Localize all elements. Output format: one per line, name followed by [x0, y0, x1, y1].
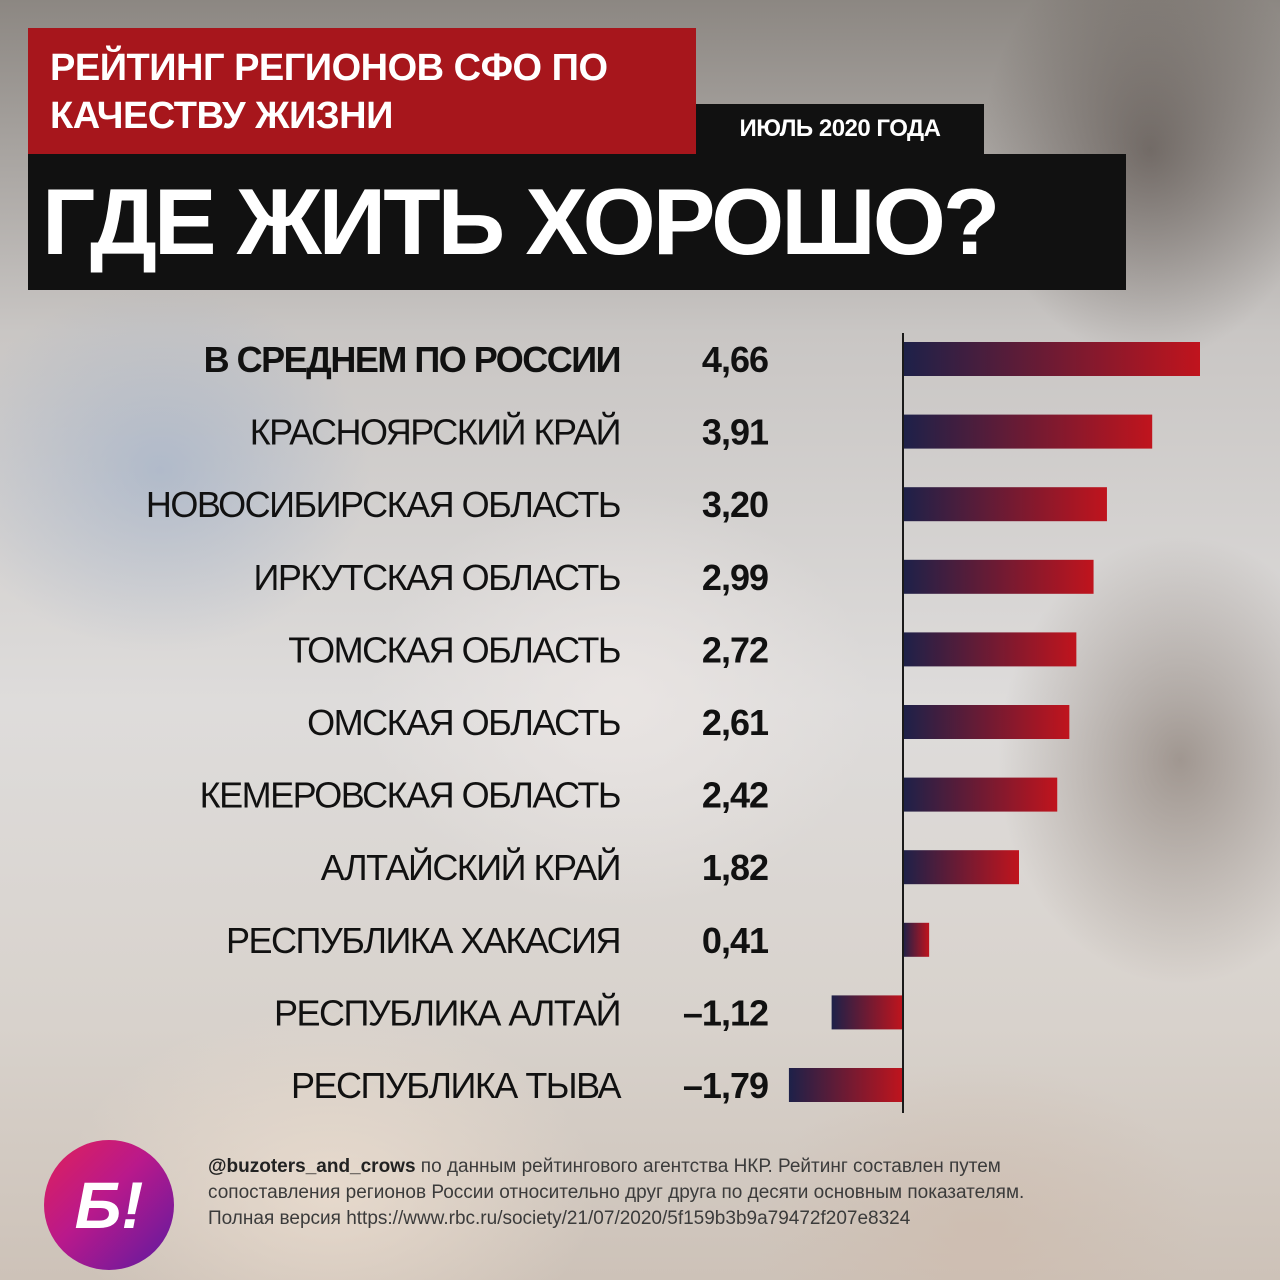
category-label: КЕМЕРОВСКАЯ ОБЛАСТЬ — [200, 775, 620, 816]
bar — [903, 705, 1070, 739]
value-label: 3,91 — [702, 412, 769, 453]
category-label: КРАСНОЯРСКИЙ КРАЙ — [250, 411, 620, 453]
bar — [903, 922, 930, 957]
value-label: –1,79 — [683, 1065, 768, 1106]
category-label: РЕСПУБЛИКА ХАКАСИЯ — [226, 920, 620, 961]
source-handle[interactable]: @buzoters_and_crows — [208, 1156, 416, 1177]
source-text-1: по данным рейтингового агентства НКР. Ре… — [415, 1156, 1001, 1177]
title-line-2: КАЧЕСТВУ ЖИЗНИ — [50, 95, 393, 137]
value-label: 3,20 — [702, 484, 768, 525]
category-label: РЕСПУБЛИКА ТЫВА — [291, 1065, 622, 1106]
category-label: РЕСПУБЛИКА АЛТАЙ — [274, 991, 620, 1033]
bar — [903, 777, 1058, 812]
category-label: НОВОСИБИРСКАЯ ОБЛАСТЬ — [146, 484, 620, 525]
bar — [903, 559, 1094, 594]
bar — [903, 632, 1077, 667]
category-label: В СРЕДНЕМ ПО РОССИИ — [204, 339, 620, 380]
bar — [903, 414, 1153, 449]
category-label: АЛТАЙСКИЙ КРАЙ — [321, 846, 620, 888]
category-label: ТОМСКАЯ ОБЛАСТЬ — [288, 629, 620, 670]
headline: ГДЕ ЖИТЬ ХОРОШО? — [28, 154, 1126, 290]
value-label: 2,99 — [702, 557, 768, 598]
source-text-2: сопоставления регионов России относитель… — [208, 1182, 1025, 1203]
value-label: 2,61 — [702, 702, 769, 743]
chart-title: РЕЙТИНГ РЕГИОНОВ СФО ПО КАЧЕСТВУ ЖИЗНИ — [28, 28, 696, 154]
source-note: @buzoters_and_crows по данным рейтингово… — [208, 1154, 1248, 1232]
brand-logo: Б! — [44, 1140, 174, 1270]
bar — [903, 850, 1019, 885]
value-label: 1,82 — [702, 847, 768, 888]
bar — [788, 1068, 903, 1102]
value-label: 2,72 — [702, 629, 768, 670]
value-label: 0,41 — [702, 920, 769, 961]
source-link[interactable]: Полная версия https://www.rbc.ru/society… — [208, 1208, 911, 1229]
value-label: 4,66 — [702, 339, 768, 380]
bar — [903, 487, 1107, 522]
category-label: ИРКУТСКАЯ ОБЛАСТЬ — [254, 557, 621, 598]
value-label: 2,42 — [702, 775, 768, 816]
value-label: –1,12 — [683, 992, 768, 1033]
category-label: ОМСКАЯ ОБЛАСТЬ — [307, 702, 620, 743]
bar — [903, 342, 1200, 376]
bar — [831, 995, 903, 1030]
date-label: ИЮЛЬ 2020 ГОДА — [696, 104, 984, 154]
title-line-1: РЕЙТИНГ РЕГИОНОВ СФО ПО — [50, 47, 608, 89]
